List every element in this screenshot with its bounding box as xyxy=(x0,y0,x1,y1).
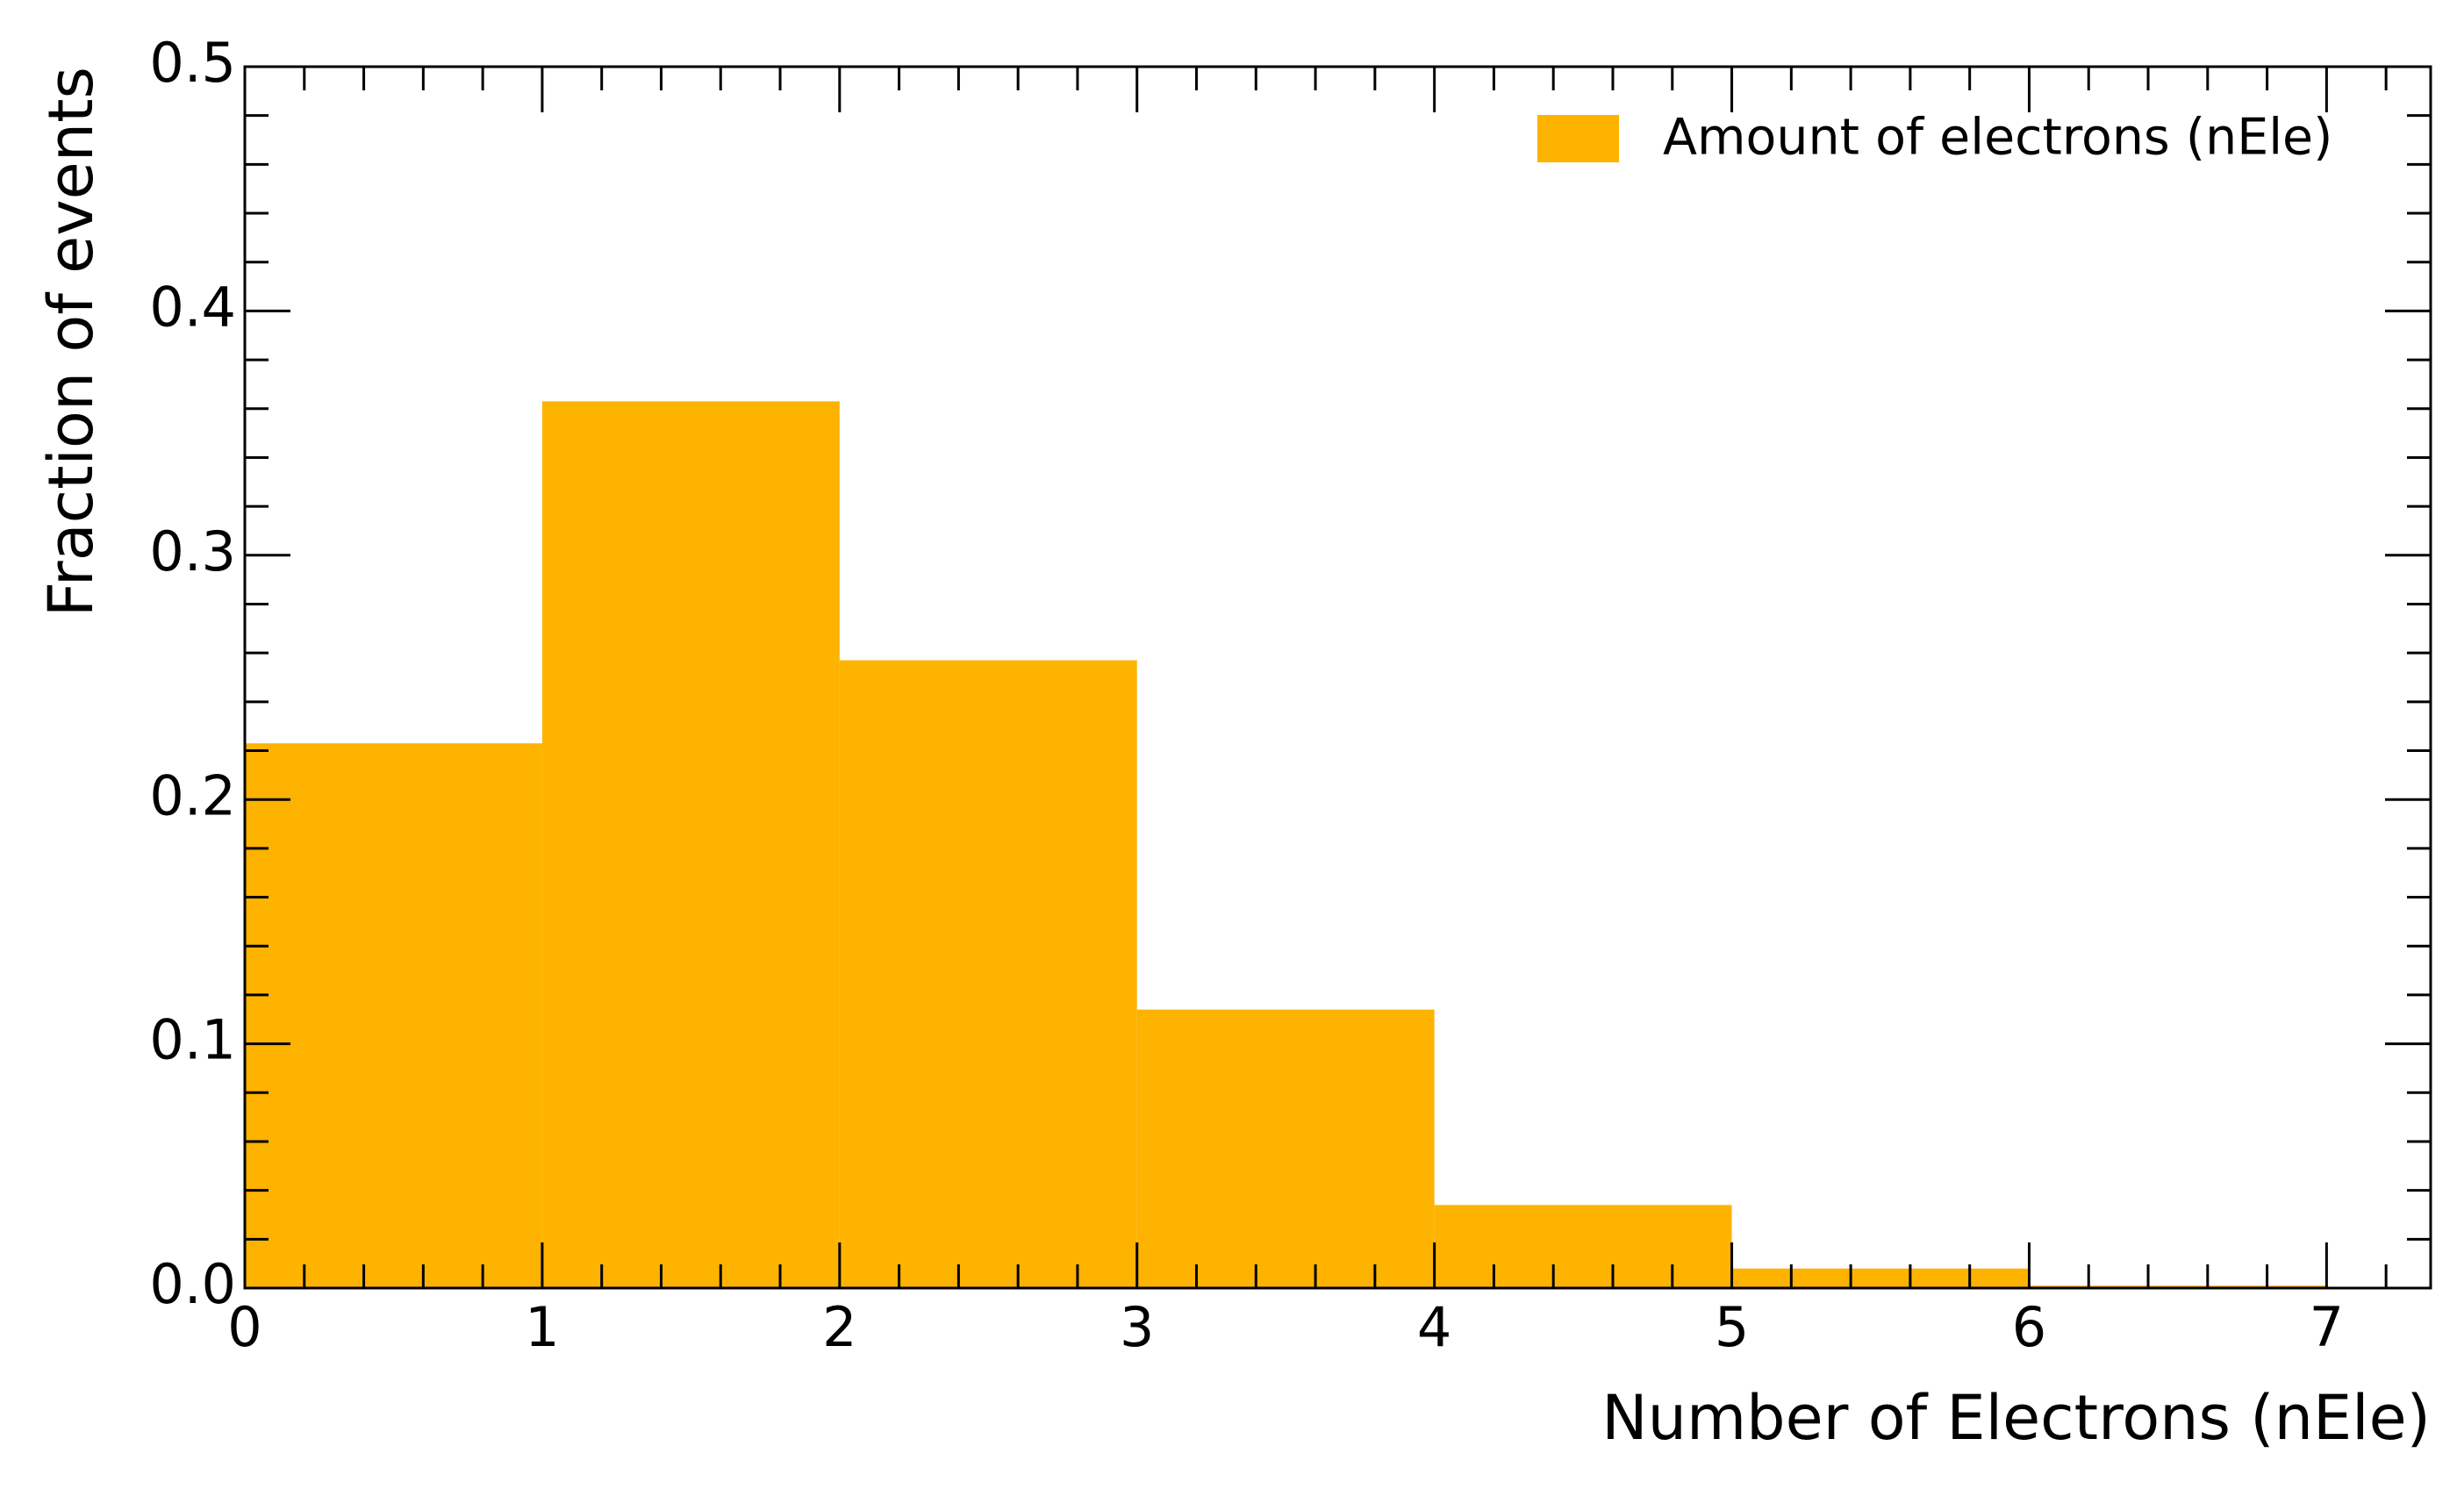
y-tick-label: 0.5 xyxy=(149,31,236,95)
bar-3 xyxy=(1136,1009,1435,1288)
x-axis-label: Number of Electrons (nEle) xyxy=(1601,1382,2431,1454)
y-tick-label: 0.1 xyxy=(149,1008,236,1072)
bar-0 xyxy=(245,743,542,1288)
y-tick-label: 0.2 xyxy=(149,763,236,827)
bar-5 xyxy=(1731,1268,2030,1288)
legend-swatch xyxy=(1537,115,1619,162)
x-tick-label: 2 xyxy=(822,1295,856,1359)
plot-frame xyxy=(243,65,2432,1290)
bar-4 xyxy=(1434,1205,1732,1288)
y-tick-label: 0.4 xyxy=(149,275,236,339)
x-tick-label: 4 xyxy=(1417,1295,1451,1359)
histogram-bars xyxy=(245,401,2327,1289)
bar-1 xyxy=(541,401,840,1289)
x-tick-label: 5 xyxy=(1715,1295,1749,1359)
legend: Amount of electrons (nEle) xyxy=(1537,109,2332,167)
x-tick-label: 7 xyxy=(2310,1295,2344,1359)
x-tick-label: 1 xyxy=(525,1295,559,1359)
y-axis-label: Fraction of events xyxy=(35,67,107,617)
tick-labels: 0 1 2 3 4 5 6 7 0.0 0.1 0.2 0.3 0.4 0.5 xyxy=(149,31,2344,1359)
y-tick-label: 0.0 xyxy=(149,1252,236,1316)
x-tick-label: 6 xyxy=(2012,1295,2046,1359)
y-tick-label: 0.3 xyxy=(149,519,236,583)
x-tick-label: 3 xyxy=(1120,1295,1154,1359)
x-tick-label: 0 xyxy=(227,1295,261,1359)
bar-2 xyxy=(839,660,1137,1288)
legend-label: Amount of electrons (nEle) xyxy=(1663,109,2332,167)
